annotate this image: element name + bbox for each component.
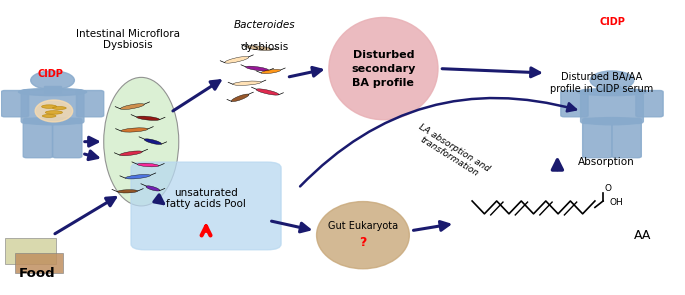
- FancyBboxPatch shape: [5, 238, 56, 264]
- Text: Disturbed
secondary
BA profile: Disturbed secondary BA profile: [351, 50, 416, 88]
- Ellipse shape: [246, 66, 269, 71]
- Ellipse shape: [45, 111, 62, 114]
- FancyBboxPatch shape: [612, 118, 641, 158]
- Circle shape: [31, 71, 75, 90]
- Text: unsaturated
fatty acids Pool: unsaturated fatty acids Pool: [166, 188, 246, 209]
- FancyBboxPatch shape: [45, 86, 61, 93]
- Ellipse shape: [23, 117, 82, 125]
- Text: Bacteroides: Bacteroides: [233, 20, 295, 30]
- Ellipse shape: [256, 89, 279, 95]
- Ellipse shape: [120, 151, 142, 156]
- Ellipse shape: [329, 17, 438, 120]
- Ellipse shape: [121, 128, 148, 132]
- Ellipse shape: [18, 88, 87, 96]
- Text: O: O: [604, 184, 612, 193]
- Ellipse shape: [103, 77, 179, 206]
- FancyBboxPatch shape: [131, 162, 281, 250]
- Ellipse shape: [136, 116, 160, 120]
- FancyBboxPatch shape: [15, 253, 63, 273]
- Text: Absorption: Absorption: [578, 157, 634, 167]
- Text: Gut Eukaryota: Gut Eukaryota: [328, 222, 398, 231]
- FancyBboxPatch shape: [77, 91, 103, 117]
- Ellipse shape: [137, 163, 159, 167]
- Ellipse shape: [233, 81, 261, 85]
- Ellipse shape: [35, 100, 73, 122]
- Ellipse shape: [232, 94, 249, 101]
- FancyBboxPatch shape: [603, 86, 620, 93]
- Ellipse shape: [42, 114, 56, 117]
- Text: CIDP: CIDP: [599, 17, 625, 27]
- FancyBboxPatch shape: [23, 118, 53, 158]
- Ellipse shape: [583, 117, 641, 125]
- FancyBboxPatch shape: [1, 91, 29, 117]
- Text: AA: AA: [634, 229, 651, 242]
- Ellipse shape: [246, 46, 273, 50]
- Text: CIDP: CIDP: [38, 69, 64, 79]
- Text: OH: OH: [610, 198, 623, 206]
- Ellipse shape: [578, 88, 646, 96]
- FancyBboxPatch shape: [561, 91, 588, 117]
- Circle shape: [590, 71, 634, 90]
- Text: Disturbed BA/AA
profile in CIDP serum: Disturbed BA/AA profile in CIDP serum: [550, 72, 653, 94]
- Text: LA absorption and
transformation: LA absorption and transformation: [412, 122, 492, 182]
- FancyBboxPatch shape: [636, 91, 663, 117]
- Ellipse shape: [42, 105, 57, 108]
- Ellipse shape: [117, 190, 138, 193]
- Text: Food: Food: [18, 267, 55, 280]
- Text: Intestinal Microflora
Dysbiosis: Intestinal Microflora Dysbiosis: [75, 29, 179, 50]
- Text: ?: ?: [359, 236, 366, 249]
- Ellipse shape: [225, 56, 249, 63]
- FancyBboxPatch shape: [581, 90, 643, 124]
- FancyBboxPatch shape: [21, 90, 84, 124]
- Ellipse shape: [146, 186, 160, 191]
- Text: dysbiosis: dysbiosis: [240, 42, 288, 52]
- FancyBboxPatch shape: [583, 118, 612, 158]
- Ellipse shape: [261, 69, 281, 74]
- Ellipse shape: [53, 106, 66, 109]
- Ellipse shape: [144, 139, 162, 145]
- Ellipse shape: [316, 201, 410, 269]
- Ellipse shape: [125, 175, 151, 179]
- FancyBboxPatch shape: [53, 118, 82, 158]
- Ellipse shape: [121, 104, 145, 109]
